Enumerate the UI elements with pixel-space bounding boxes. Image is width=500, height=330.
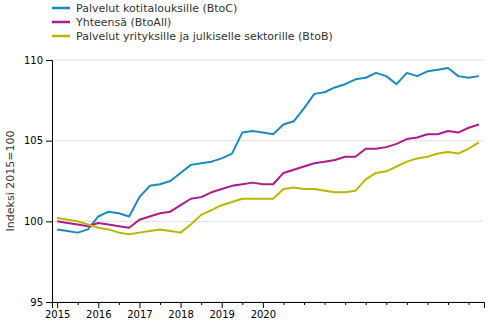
plot: 95 100 105 110 2015 2016 2017 2018 2019 2020: [24, 55, 485, 320]
lines: [57, 68, 479, 234]
tick-mark: [98, 302, 99, 308]
tick: [78, 302, 79, 305]
tick: [242, 302, 243, 305]
tick-label: 2016: [86, 309, 111, 320]
tick: 110: [24, 55, 52, 66]
tick-label: 2018: [168, 309, 193, 320]
grid: [52, 60, 484, 302]
series-line: [57, 125, 479, 228]
legend-label: Palvelut yrityksille ja julkiselle sekto…: [76, 30, 333, 43]
minor-tick-mark: [407, 302, 408, 305]
tick: [448, 302, 449, 305]
tick: [469, 302, 470, 305]
minor-tick-mark: [345, 302, 346, 305]
tick: [160, 302, 161, 305]
legend-label: Yhteensä (BtoAll): [75, 16, 171, 29]
minor-tick-mark: [427, 302, 428, 305]
legend-item: Yhteensä (BtoAll): [52, 16, 171, 29]
minor-tick-mark: [304, 302, 305, 305]
tick-mark: [181, 302, 182, 308]
tick-mark: [46, 221, 52, 222]
minor-tick-mark: [325, 302, 326, 305]
tick: [283, 302, 284, 305]
tick: 2018: [168, 302, 193, 320]
y-axis-label: Indeksi 2015=100: [4, 131, 17, 232]
tick-label: 95: [30, 297, 43, 308]
tick: 95: [30, 297, 52, 308]
series-line: [57, 68, 479, 233]
tick-label: 2020: [251, 309, 276, 320]
tick-label: 2019: [209, 309, 234, 320]
legend-item: Palvelut yrityksille ja julkiselle sekto…: [52, 30, 333, 43]
tick: 2020: [251, 302, 276, 320]
legend-label: Palvelut kotitalouksille (BtoC): [76, 2, 237, 15]
tick-mark: [46, 60, 52, 61]
tick-mark: [139, 302, 140, 308]
tick: [407, 302, 408, 305]
minor-tick-mark: [78, 302, 79, 305]
tick: 2016: [86, 302, 111, 320]
legend-item: Palvelut kotitalouksille (BtoC): [52, 2, 237, 15]
legend-swatch: [52, 7, 70, 10]
tick: [304, 302, 305, 305]
minor-tick-mark: [201, 302, 202, 305]
tick: [366, 302, 367, 305]
tick: [325, 302, 326, 305]
tick: [201, 302, 202, 305]
tick-label: 2017: [127, 309, 152, 320]
grid-line: [52, 60, 484, 61]
legend: Palvelut kotitalouksille (BtoC)Yhteensä …: [52, 2, 333, 43]
grid-line: [52, 221, 484, 222]
axis-line: [53, 303, 485, 309]
tick-label: 105: [24, 135, 43, 146]
grid-line: [52, 140, 484, 141]
tick: [386, 302, 387, 305]
tick-mark: [263, 302, 264, 308]
tick: 2019: [209, 302, 234, 320]
x-axis: 2015 2016 2017 2018 2019 2020: [45, 302, 485, 320]
tick-mark: [46, 302, 52, 303]
minor-tick-mark: [386, 302, 387, 305]
tick: [345, 302, 346, 305]
axis-line: [46, 61, 53, 303]
tick: 105: [24, 135, 52, 146]
tick-label: 100: [24, 216, 43, 227]
minor-tick-mark: [366, 302, 367, 305]
tick-label: 2015: [45, 309, 70, 320]
y-axis: 95 100 105 110: [24, 55, 53, 308]
minor-tick-mark: [469, 302, 470, 305]
minor-tick-mark: [242, 302, 243, 305]
legend-swatch: [52, 35, 70, 38]
legend-swatch: [52, 21, 70, 24]
tick-mark: [222, 302, 223, 308]
tick-mark: [57, 302, 58, 308]
tick: 100: [24, 216, 52, 227]
tick: 2017: [127, 302, 152, 320]
minor-tick-mark: [448, 302, 449, 305]
minor-tick-mark: [119, 302, 120, 305]
tick: [119, 302, 120, 305]
chart: 95 100 105 110 2015 2016 2017 2018 2019 2020 Indek…: [0, 0, 500, 330]
tick-mark: [46, 141, 52, 142]
tick: [427, 302, 428, 305]
series-line: [57, 142, 479, 234]
minor-tick-mark: [160, 302, 161, 305]
tick: 2015: [45, 302, 70, 320]
tick-label: 110: [24, 55, 43, 66]
minor-tick-mark: [283, 302, 284, 305]
